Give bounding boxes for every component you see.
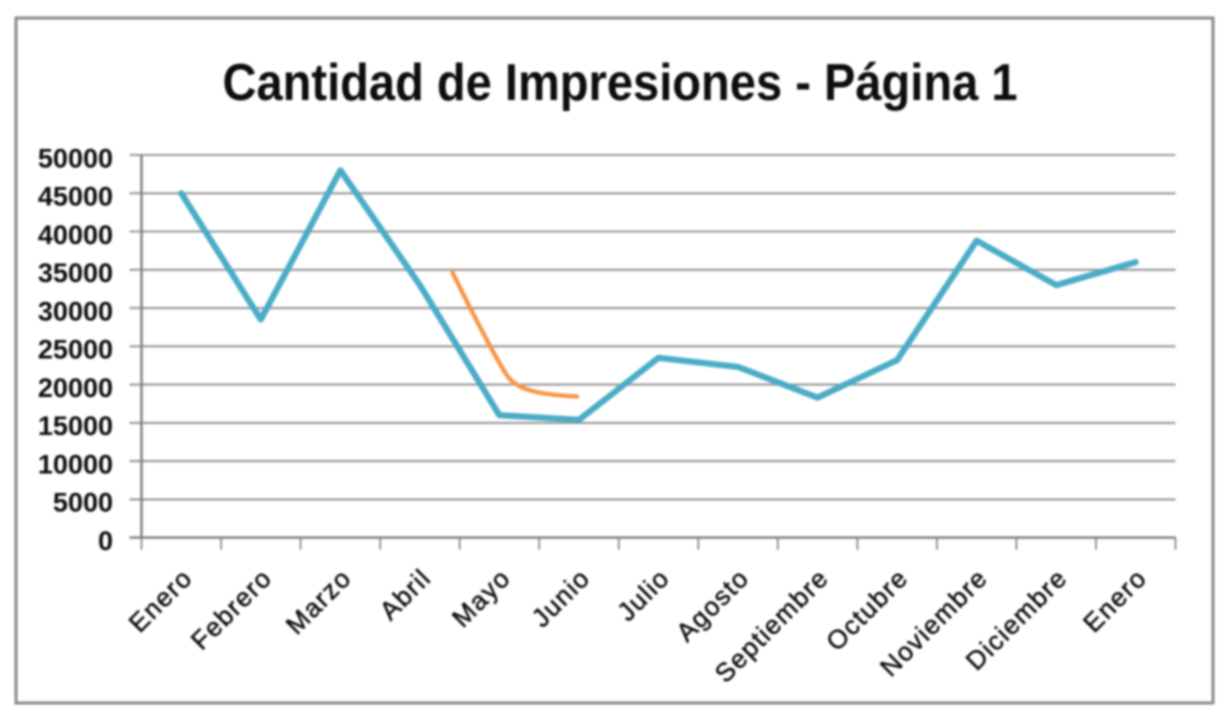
svg-text:0: 0 — [98, 526, 113, 556]
svg-text:Mayo: Mayo — [446, 563, 516, 633]
svg-text:35000: 35000 — [38, 258, 113, 288]
svg-text:5000: 5000 — [53, 488, 113, 518]
svg-text:Julio: Julio — [611, 563, 675, 627]
svg-text:40000: 40000 — [38, 220, 113, 250]
svg-text:10000: 10000 — [38, 450, 113, 480]
svg-text:Abril: Abril — [374, 563, 437, 626]
svg-text:30000: 30000 — [38, 296, 113, 326]
svg-text:45000: 45000 — [38, 182, 113, 212]
svg-text:25000: 25000 — [38, 335, 113, 365]
svg-text:Enero: Enero — [123, 563, 199, 639]
svg-text:Cantidad de Impresiones - Pági: Cantidad de Impresiones - Página 1 — [223, 54, 1018, 112]
svg-text:Junio: Junio — [525, 563, 595, 633]
svg-text:20000: 20000 — [38, 373, 113, 403]
svg-text:Febrero: Febrero — [185, 563, 278, 656]
svg-text:Marzo: Marzo — [280, 563, 358, 641]
svg-text:Enero: Enero — [1077, 563, 1153, 639]
svg-text:50000: 50000 — [38, 143, 113, 173]
svg-text:15000: 15000 — [38, 411, 113, 441]
